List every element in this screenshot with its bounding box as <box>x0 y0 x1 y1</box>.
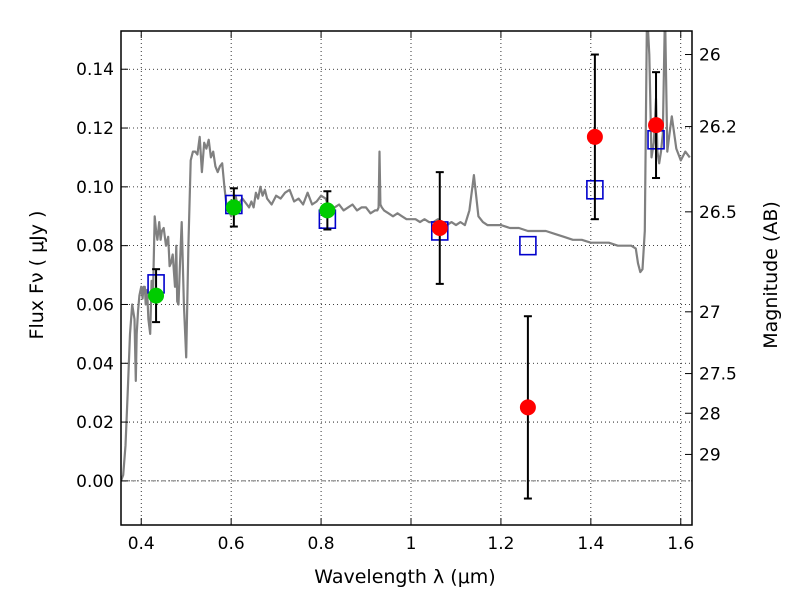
y-tick-label: 0.14 <box>76 60 114 80</box>
model-photometry-square <box>519 235 537 256</box>
x-tick-label: 1.6 <box>667 534 694 554</box>
observed-flux-point <box>225 199 242 216</box>
y-tick-label: 0.04 <box>76 354 114 374</box>
x-tick-label: 0.6 <box>218 534 245 554</box>
plot-frame <box>120 30 693 526</box>
y-tick-label: 0.00 <box>76 472 114 492</box>
y-tick-label: 0.10 <box>76 178 114 198</box>
plot-series <box>121 31 692 500</box>
observed-flux-point <box>648 117 665 134</box>
observed-flux-point <box>148 287 165 304</box>
mag-tick-label: 26.5 <box>699 203 737 223</box>
x-tick-label: 1.2 <box>487 534 514 554</box>
mag-tick-label: 26 <box>699 46 721 66</box>
observed-flux-point <box>431 220 448 237</box>
x-axis-title: Wavelength λ (μm) <box>314 566 495 588</box>
y2-axis-title: Magnitude (AB) <box>760 201 782 349</box>
x-tick-label: 1 <box>406 534 417 554</box>
mag-tick-label: 28 <box>699 404 721 424</box>
mag-tick-label: 29 <box>699 445 721 465</box>
y-axis-title: Flux Fν ( μJy ) <box>26 211 48 340</box>
y-tick-label: 0.06 <box>76 295 114 315</box>
axis-ticks: 0.4 0.6 0.8 1 1.2 1.4 1.6 0.00 0.02 0.04 0.06 0.08 0… <box>76 31 737 554</box>
mag-tick-label: 26.2 <box>699 118 737 138</box>
x-tick-label: 1.4 <box>577 534 604 554</box>
observed-flux-point <box>319 202 336 219</box>
mag-tick-label: 27.5 <box>699 365 737 385</box>
y-tick-label: 0.02 <box>76 413 114 433</box>
observed-flux-point <box>586 128 603 145</box>
mag-tick-label: 27 <box>699 303 721 323</box>
y-tick-label: 0.08 <box>76 237 114 257</box>
x-tick-label: 0.8 <box>308 534 335 554</box>
y-tick-label: 0.12 <box>76 119 114 139</box>
observed-flux-point <box>519 399 536 416</box>
x-tick-label: 0.4 <box>128 534 155 554</box>
model-spectrum-line <box>121 31 691 482</box>
